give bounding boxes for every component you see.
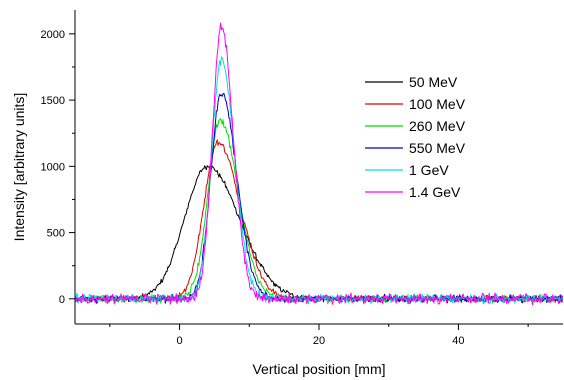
y-tick-label: 1000 (41, 161, 65, 173)
legend-label: 50 MeV (409, 74, 458, 90)
axes-layer: 0 20 40 0 500 1000 1500 2000 (41, 10, 563, 347)
y-tick-label: 0 (59, 294, 65, 306)
x-axis-title: Vertical position [mm] (252, 361, 385, 377)
x-tick-label: 20 (313, 335, 325, 347)
y-tick-label: 1500 (41, 95, 65, 107)
y-tick-label: 500 (47, 228, 65, 240)
x-tick-label: 0 (177, 335, 183, 347)
legend-label: 1 GeV (409, 162, 449, 178)
legend-label: 550 MeV (409, 140, 466, 156)
legend-label: 1.4 GeV (409, 184, 461, 200)
y-axis-title: Intensity [arbitrary units] (11, 93, 27, 242)
legend-label: 100 MeV (409, 96, 466, 112)
legend: 50 MeV 100 MeV 260 MeV 550 MeV 1 GeV 1.4 GeV (365, 74, 466, 200)
series-line-50-mev (75, 165, 563, 303)
series-line-1-gev (75, 56, 563, 305)
legend-label: 260 MeV (409, 118, 466, 134)
series-layer (75, 22, 563, 306)
series-line-100-mev (75, 139, 563, 303)
series-line-1.4-gev (75, 22, 563, 306)
x-tick-label: 40 (452, 335, 464, 347)
y-tick-label: 2000 (41, 29, 65, 41)
series-line-260-mev (75, 118, 563, 304)
series-line-550-mev (75, 92, 563, 304)
